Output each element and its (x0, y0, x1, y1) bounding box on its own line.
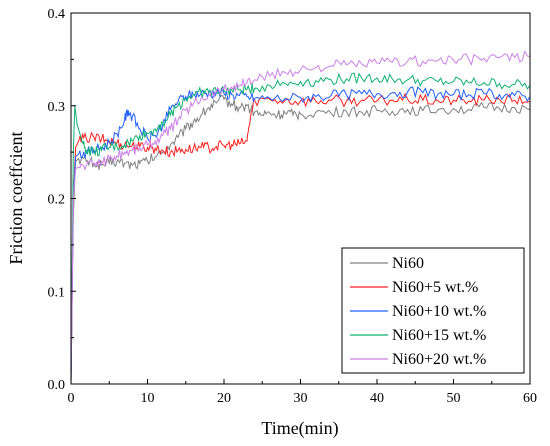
legend-label-5: Ni60+20 wt.% (392, 351, 486, 368)
legend-label-3: Ni60+10 wt.% (392, 303, 486, 320)
y-tick-label: 0.0 (48, 378, 66, 393)
y-axis-ticks: 0.0 0.1 0.2 0.3 0.4 (48, 7, 76, 393)
series-line-3 (70, 86, 531, 385)
legend-label-4: Ni60+15 wt.% (392, 327, 486, 344)
x-tick-label: 50 (447, 391, 461, 406)
legend-label-1: Ni60 (392, 255, 424, 272)
legend-label-2: Ni60+5 wt.% (392, 279, 478, 296)
series-line-1 (70, 94, 531, 385)
series-layer (70, 50, 531, 385)
y-tick-label: 0.4 (48, 7, 66, 22)
x-tick-label: 0 (68, 391, 75, 406)
x-tick-label: 10 (141, 391, 155, 406)
x-tick-label: 60 (523, 391, 537, 406)
y-axis-title: Friction coeffcient (6, 131, 26, 264)
x-tick-label: 30 (294, 391, 308, 406)
y-tick-label: 0.1 (48, 285, 66, 300)
x-axis-title: Time(min) (261, 418, 338, 439)
series-line-4 (70, 72, 531, 385)
y-tick-label: 0.3 (48, 100, 66, 115)
legend: Ni60 Ni60+5 wt.% Ni60+10 wt.% Ni60+15 wt.% N… (341, 247, 525, 374)
x-tick-label: 20 (217, 391, 231, 406)
series-line-2 (70, 92, 531, 385)
x-axis-ticks: 0 10 20 30 40 50 60 (68, 379, 537, 406)
series-line-5 (70, 50, 531, 385)
x-tick-label: 40 (370, 391, 384, 406)
y-tick-label: 0.2 (48, 193, 66, 208)
